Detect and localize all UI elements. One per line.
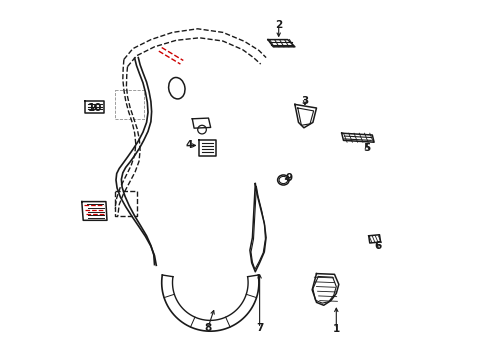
Text: 2: 2 [275,20,282,30]
Text: 10: 10 [88,103,102,113]
Text: 5: 5 [363,143,370,153]
Text: 1: 1 [332,324,339,334]
Text: 3: 3 [301,96,308,106]
Text: 7: 7 [255,323,263,333]
Text: 4: 4 [184,140,192,150]
Text: 9: 9 [285,173,292,183]
Text: 6: 6 [374,240,381,251]
Text: 8: 8 [203,323,211,333]
